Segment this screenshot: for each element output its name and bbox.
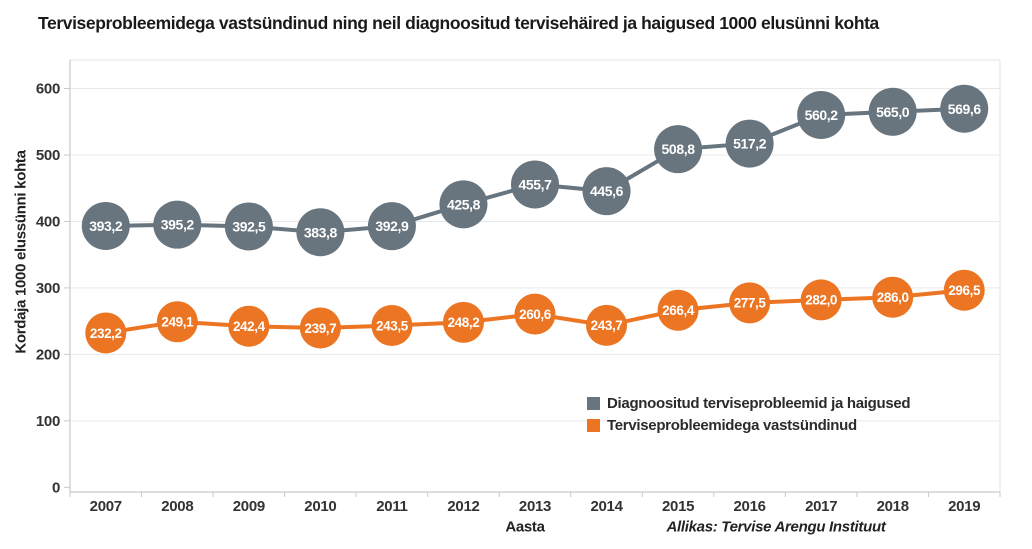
legend-label: Diagnoositud terviseprobleemid ja haigus… (607, 394, 911, 412)
y-tick-label: 0 (52, 479, 60, 496)
y-tick-label: 600 (36, 81, 60, 98)
source-note: Allikas: Tervise Arengu Instituut (666, 518, 886, 536)
x-tick-label: 2017 (805, 498, 837, 515)
data-point-label: 286,0 (877, 290, 909, 305)
data-point-marker (153, 200, 202, 249)
data-point-label: 260,6 (519, 307, 552, 322)
y-tick-label: 300 (36, 280, 60, 297)
legend-label: Terviseprobleemidega vastsündinud (607, 416, 857, 434)
data-point-label: 455,7 (518, 176, 552, 192)
data-point-label: 508,8 (662, 141, 696, 157)
data-point-label: 232,2 (90, 326, 122, 341)
data-point-marker (586, 304, 628, 346)
x-tick-label: 2018 (877, 498, 909, 515)
data-point-label: 425,8 (447, 196, 481, 212)
data-point-label: 277,5 (734, 296, 767, 311)
data-point-marker (367, 202, 416, 251)
data-point-label: 392,5 (232, 218, 266, 234)
data-point-marker (296, 208, 345, 257)
y-tick-label: 500 (36, 147, 60, 164)
data-point-label: 395,2 (161, 217, 195, 233)
x-tick-label: 2010 (304, 498, 336, 515)
data-point-marker (514, 293, 556, 335)
y-tick-label: 400 (36, 213, 60, 230)
x-axis-title: Aasta (505, 518, 545, 536)
data-point-marker (81, 201, 130, 250)
y-tick-label: 100 (36, 413, 60, 430)
data-point-marker (872, 276, 914, 318)
data-point-marker (797, 90, 846, 139)
data-point-marker (228, 305, 270, 347)
data-point-marker (654, 125, 703, 174)
data-point-marker (725, 119, 774, 168)
data-point-label: 383,8 (304, 224, 338, 240)
data-point-label: 266,4 (662, 303, 695, 318)
data-point-marker (442, 301, 484, 343)
x-tick-label: 2007 (90, 498, 122, 515)
data-point-marker (224, 202, 273, 251)
x-tick-label: 2015 (662, 498, 694, 515)
chart-title: Terviseprobleemidega vastsündinud ning n… (38, 13, 879, 33)
data-point-label: 392,9 (375, 218, 409, 234)
data-point-marker (657, 289, 699, 331)
y-axis-title: Kordaja 1000 elussünni kohta (12, 150, 30, 354)
data-point-marker (940, 84, 989, 133)
data-point-label: 445,6 (590, 183, 624, 199)
data-point-label: 248,2 (448, 315, 480, 330)
data-point-marker (868, 87, 917, 136)
data-point-marker (156, 301, 198, 343)
data-point-label: 517,2 (733, 136, 767, 152)
data-point-marker (729, 282, 771, 324)
data-point-marker (943, 269, 985, 311)
x-tick-label: 2008 (161, 498, 193, 515)
x-tick-label: 2009 (233, 498, 265, 515)
data-point-marker (371, 304, 413, 346)
y-tick-label: 200 (36, 346, 60, 363)
x-tick-label: 2014 (590, 498, 623, 515)
data-point-marker (439, 180, 488, 229)
data-point-label: 243,7 (591, 318, 623, 333)
x-tick-label: 2011 (376, 498, 407, 515)
legend-swatch-orange-icon (587, 418, 600, 432)
data-point-label: 249,1 (161, 315, 194, 330)
data-point-label: 296,5 (948, 283, 981, 298)
data-point-marker (511, 160, 559, 209)
data-point-label: 569,6 (948, 101, 982, 117)
data-point-label: 242,4 (233, 319, 266, 334)
data-point-label: 565,0 (876, 104, 910, 120)
legend-swatch-gray-icon (587, 396, 600, 410)
data-point-label: 393,2 (89, 218, 123, 234)
data-point-marker (800, 279, 842, 321)
data-point-label: 282,0 (805, 293, 837, 308)
x-tick-label: 2016 (734, 498, 766, 515)
x-tick-label: 2012 (447, 498, 479, 515)
data-point-label: 243,5 (376, 318, 409, 333)
legend-item-diagnosed: Diagnoositud terviseprobleemid ja haigus… (587, 394, 911, 412)
data-point-label: 239,7 (304, 321, 336, 336)
legend-item-newborns: Terviseprobleemidega vastsündinud (587, 416, 910, 434)
data-point-marker (582, 167, 631, 216)
chart-legend: Diagnoositud terviseprobleemid ja haigus… (587, 394, 911, 438)
x-tick-label: 2013 (519, 498, 551, 515)
x-tick-label: 2019 (948, 498, 980, 515)
data-point-marker (85, 312, 127, 354)
data-point-label: 560,2 (805, 107, 839, 123)
data-point-marker (299, 307, 341, 349)
